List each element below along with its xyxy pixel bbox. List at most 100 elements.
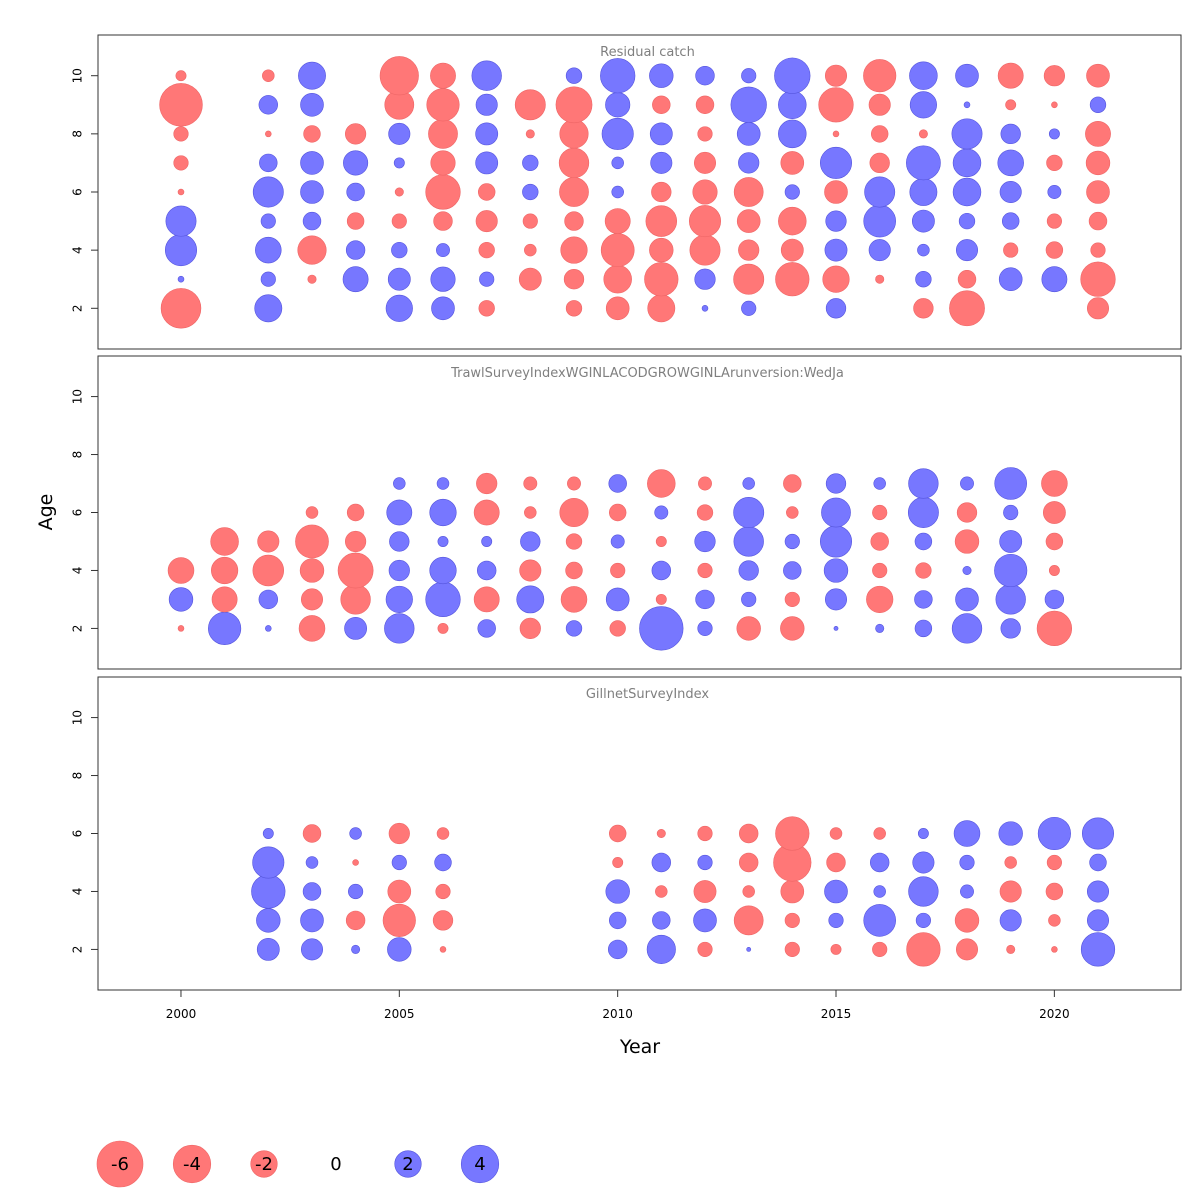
bubble-2016-age-6: [872, 504, 888, 521]
legend-entry: -4: [172, 1144, 212, 1184]
bubble-2011-age-4: [649, 237, 674, 263]
bubble-2014-age-4: [783, 561, 802, 580]
bubble-2018-age-4: [960, 884, 974, 899]
bubble-2012-age-7: [693, 151, 717, 174]
bubble-2015-age-6: [829, 827, 843, 840]
bubble-2004-age-7: [343, 150, 369, 176]
bubble-2006-age-3: [425, 581, 461, 618]
bubble-2013-age-3: [741, 591, 757, 607]
bubble-2005-age-3: [382, 903, 416, 937]
legend-label: 2: [402, 1154, 413, 1175]
legend-entry: -6: [96, 1140, 144, 1188]
bubble-2000-age-5: [165, 205, 197, 237]
bubble-2017-age-4: [915, 562, 932, 579]
bubble-2019-age-9: [1005, 99, 1017, 111]
bubble-2012-age-3: [694, 268, 716, 290]
x-tick-label: 2015: [821, 1007, 852, 1021]
bubble-2002-age-4: [251, 874, 286, 909]
bubble-2009-age-10: [565, 67, 583, 84]
bubble-2006-age-5: [437, 536, 449, 547]
bubble-2007-age-2: [477, 619, 496, 638]
bubble-2015-age-4: [824, 879, 848, 904]
legend-entry: 2: [394, 1150, 422, 1178]
bubble-2020-age-5: [1045, 532, 1064, 551]
bubble-2009-age-5: [564, 211, 584, 231]
bubble-2021-age-6: [1086, 180, 1110, 204]
bubble-2003-age-2: [298, 615, 326, 642]
bubble-2015-age-7: [819, 146, 853, 179]
bubble-2010-age-4: [605, 879, 630, 904]
bubble-2019-age-6: [998, 821, 1023, 846]
bubble-2004-age-2: [344, 616, 368, 640]
panel-title: TrawlSurveyIndexWGINLACODGROWGINLArunver…: [450, 366, 844, 381]
bubble-2010-age-4: [610, 562, 626, 579]
bubble-2021-age-5: [1088, 211, 1108, 231]
bubble-2008-age-3: [516, 585, 545, 614]
bubble-2009-age-5: [565, 533, 583, 550]
bubble-2007-age-3: [473, 586, 500, 613]
bubble-2020-age-2: [1036, 610, 1073, 647]
legend-entry: -2: [250, 1150, 278, 1178]
bubble-2013-age-5: [739, 852, 759, 873]
bubble-2017-age-6: [917, 828, 929, 839]
y-tick-label: 8: [71, 451, 85, 459]
bubble-2020-age-10: [1043, 65, 1065, 87]
x-tick-label: 2005: [384, 1007, 415, 1021]
bubble-2004-age-2: [351, 944, 361, 954]
bubble-2000-age-9: [159, 83, 203, 127]
bubble-2014-age-7: [780, 151, 805, 175]
bubble-2017-age-3: [915, 271, 932, 288]
bubble-2007-age-5: [481, 536, 493, 547]
legend-label: -2: [255, 1154, 273, 1175]
bubble-2021-age-9: [1089, 96, 1107, 113]
bubble-2018-age-2: [949, 290, 985, 327]
bubble-2009-age-9: [555, 86, 593, 124]
bubble-2009-age-7: [558, 147, 590, 179]
bubble-2004-age-3: [345, 910, 366, 931]
bubble-2007-age-6: [478, 183, 496, 201]
bubble-2018-age-5: [959, 854, 975, 871]
bubble-2006-age-3: [430, 266, 456, 292]
x-axis-label: Year: [619, 1036, 660, 1058]
bubble-2011-age-2: [646, 934, 676, 964]
bubble-2005-age-4: [391, 241, 408, 259]
bubble-2011-age-3: [652, 911, 671, 930]
bubble-2021-age-2: [1080, 932, 1116, 967]
bubble-2006-age-7: [436, 477, 450, 490]
legend-bubble: [250, 1150, 278, 1178]
bubble-2017-age-4: [908, 876, 939, 907]
bubble-2011-age-4: [651, 560, 671, 581]
bubble-2014-age-10: [774, 57, 811, 94]
bubble-2021-age-2: [1086, 297, 1110, 320]
bubble-2019-age-6: [1003, 504, 1019, 521]
bubble-2008-age-7: [522, 154, 539, 172]
bubble-2013-age-4: [738, 560, 759, 581]
bubble-2000-age-8: [173, 126, 189, 142]
bubble-2010-age-5: [604, 208, 631, 235]
bubble-2011-age-5: [655, 536, 667, 547]
bubble-2017-age-2: [914, 619, 933, 638]
bubble-2011-age-5: [645, 205, 678, 237]
bubble-2017-age-6: [907, 497, 939, 528]
legend-label: 0: [330, 1154, 341, 1175]
bubble-2014-age-3: [775, 262, 810, 297]
bubble-2007-age-10: [471, 60, 502, 91]
bubble-2012-age-5: [688, 205, 722, 238]
bubble-2019-age-3: [999, 909, 1022, 932]
bubble-2007-age-7: [475, 151, 499, 175]
bubble-2002-age-4: [252, 554, 285, 587]
bubble-2018-age-7: [960, 476, 974, 491]
bubble-2020-age-4: [1045, 882, 1064, 901]
bubble-2006-age-2: [437, 622, 449, 634]
bubble-2012-age-3: [693, 908, 717, 933]
bubble-2002-age-3: [258, 589, 278, 610]
bubble-2010-age-10: [600, 58, 636, 94]
bubble-2020-age-5: [1046, 213, 1062, 229]
bubble-2011-age-10: [649, 63, 674, 88]
bubble-2002-age-9: [258, 95, 278, 115]
bubble-2006-age-4: [429, 556, 457, 585]
bubble-2019-age-7: [994, 467, 1027, 500]
bubble-2013-age-9: [730, 86, 767, 123]
bubble-2006-age-8: [428, 119, 458, 149]
bubble-2016-age-3: [875, 274, 885, 284]
